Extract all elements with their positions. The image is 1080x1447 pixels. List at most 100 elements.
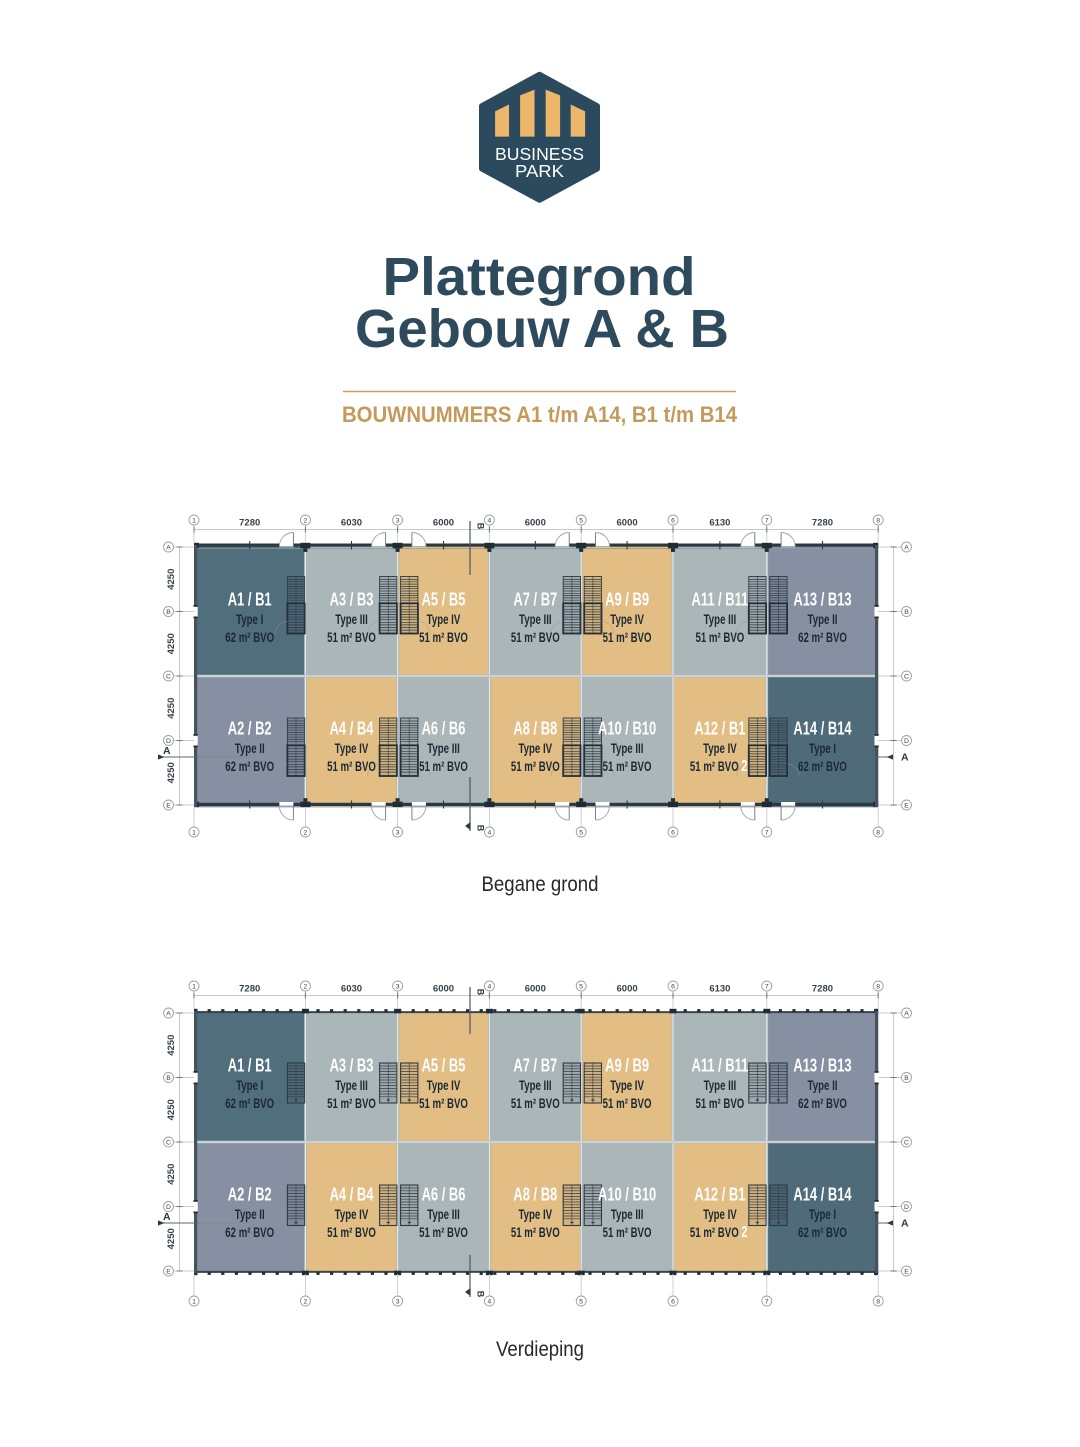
svg-text:E: E [166, 802, 171, 809]
svg-text:A3 / B3: A3 / B3 [330, 1056, 374, 1076]
svg-text:D: D [166, 738, 171, 745]
svg-text:51 m² BVO: 51 m² BVO [419, 629, 468, 645]
svg-text:A: A [163, 1211, 171, 1223]
svg-text:A14 / B14: A14 / B14 [793, 1185, 851, 1205]
svg-text:51 m² BVO: 51 m² BVO [511, 1224, 560, 1240]
svg-text:8: 8 [876, 1298, 880, 1305]
svg-text:1: 1 [192, 829, 196, 836]
svg-text:A9 / B9: A9 / B9 [605, 1056, 649, 1076]
svg-text:E: E [166, 1268, 171, 1275]
svg-text:6130: 6130 [709, 518, 730, 529]
svg-text:A6 / B6: A6 / B6 [422, 1185, 466, 1205]
svg-text:Type IV: Type IV [335, 1206, 369, 1222]
svg-text:C: C [166, 1139, 171, 1146]
svg-text:A7 / B7: A7 / B7 [513, 1056, 557, 1076]
svg-text:A5 / B5: A5 / B5 [422, 1056, 466, 1076]
svg-text:4250: 4250 [166, 762, 177, 783]
svg-text:Verdieping: Verdieping [496, 1338, 584, 1361]
svg-text:A5 / B5: A5 / B5 [422, 590, 466, 610]
svg-text:6030: 6030 [341, 518, 362, 529]
svg-text:Type IV: Type IV [427, 611, 461, 627]
svg-text:Type I: Type I [809, 740, 836, 756]
svg-text:4: 4 [488, 983, 492, 990]
svg-text:2: 2 [304, 983, 308, 990]
svg-text:6: 6 [671, 1298, 675, 1305]
svg-text:5: 5 [579, 517, 583, 524]
svg-text:A6 / B6: A6 / B6 [422, 719, 466, 739]
svg-text:D: D [904, 1204, 909, 1211]
svg-text:6: 6 [671, 517, 675, 524]
svg-text:4: 4 [488, 517, 492, 524]
svg-text:Type II: Type II [808, 611, 838, 627]
svg-text:A11 / B11: A11 / B11 [691, 1056, 748, 1076]
svg-text:7: 7 [765, 517, 769, 524]
svg-text:4250: 4250 [166, 1164, 177, 1185]
svg-text:8: 8 [876, 829, 880, 836]
svg-text:62 m² BVO: 62 m² BVO [798, 629, 847, 645]
svg-text:Type IV: Type IV [518, 1206, 552, 1222]
svg-text:7280: 7280 [812, 984, 833, 995]
svg-text:6: 6 [671, 829, 675, 836]
svg-text:A1 / B1: A1 / B1 [228, 1056, 272, 1076]
svg-text:8: 8 [876, 983, 880, 990]
svg-text:51 m² BVO: 51 m² BVO [603, 1095, 652, 1111]
svg-text:Gebouw A & B: Gebouw A & B [355, 299, 729, 359]
svg-text:5: 5 [579, 983, 583, 990]
svg-text:Type III: Type III [704, 1077, 737, 1093]
svg-text:A8 / B8: A8 / B8 [513, 719, 557, 739]
svg-text:62 m² BVO: 62 m² BVO [798, 1224, 847, 1240]
svg-text:3: 3 [396, 517, 400, 524]
svg-text:62 m² BVO: 62 m² BVO [798, 1095, 847, 1111]
svg-text:7280: 7280 [812, 518, 833, 529]
svg-text:4250: 4250 [166, 698, 177, 719]
svg-text:6000: 6000 [433, 518, 454, 529]
svg-text:1: 1 [192, 983, 196, 990]
svg-text:2: 2 [304, 517, 308, 524]
svg-text:51 m² BVO: 51 m² BVO [419, 1095, 468, 1111]
svg-text:Type III: Type III [335, 1077, 368, 1093]
svg-text:Type I: Type I [236, 611, 263, 627]
svg-text:Type III: Type III [427, 1206, 460, 1222]
svg-text:A14 / B14: A14 / B14 [793, 719, 851, 739]
svg-text:B: B [476, 1291, 486, 1298]
svg-text:A7 / B7: A7 / B7 [513, 590, 557, 610]
svg-text:5: 5 [579, 1298, 583, 1305]
svg-text:Type IV: Type IV [703, 1206, 737, 1222]
svg-text:Type IV: Type IV [518, 740, 552, 756]
svg-text:7: 7 [765, 829, 769, 836]
svg-text:62 m² BVO: 62 m² BVO [225, 1095, 274, 1111]
svg-text:Type IV: Type IV [610, 611, 644, 627]
svg-text:A9 / B9: A9 / B9 [605, 590, 649, 610]
svg-text:B: B [476, 825, 486, 832]
svg-text:6000: 6000 [617, 984, 638, 995]
svg-text:4250: 4250 [166, 1228, 177, 1249]
svg-text:A8 / B8: A8 / B8 [513, 1185, 557, 1205]
svg-text:A2 / B2: A2 / B2 [228, 719, 272, 739]
svg-text:51 m² BVO: 51 m² BVO [327, 629, 376, 645]
svg-text:Type III: Type III [519, 1077, 552, 1093]
svg-text:A: A [166, 544, 171, 551]
svg-text:51 m² BVO: 51 m² BVO [695, 629, 744, 645]
svg-text:C: C [166, 673, 171, 680]
svg-text:Type II: Type II [808, 1077, 838, 1093]
svg-text:1: 1 [192, 517, 196, 524]
svg-text:62 m² BVO: 62 m² BVO [798, 758, 847, 774]
svg-text:51 m² BVO: 51 m² BVO [511, 758, 560, 774]
svg-text:4250: 4250 [166, 1035, 177, 1056]
svg-text:62 m² BVO: 62 m² BVO [225, 629, 274, 645]
svg-text:Type III: Type III [427, 740, 460, 756]
svg-text:51 m² BVO: 51 m² BVO [603, 1224, 652, 1240]
svg-text:D: D [904, 738, 909, 745]
svg-text:Type I: Type I [236, 1077, 263, 1093]
svg-text:A10 / B10: A10 / B10 [598, 1185, 656, 1205]
svg-text:Type IV: Type IV [703, 740, 737, 756]
svg-text:B: B [904, 1075, 909, 1082]
svg-text:6130: 6130 [709, 984, 730, 995]
svg-text:Type III: Type III [704, 611, 737, 627]
svg-text:Begane grond: Begane grond [482, 873, 599, 896]
svg-text:7280: 7280 [239, 984, 260, 995]
svg-text:A: A [166, 1010, 171, 1017]
svg-text:A: A [901, 1218, 909, 1230]
svg-text:Type IV: Type IV [427, 1077, 461, 1093]
svg-text:3: 3 [396, 1298, 400, 1305]
